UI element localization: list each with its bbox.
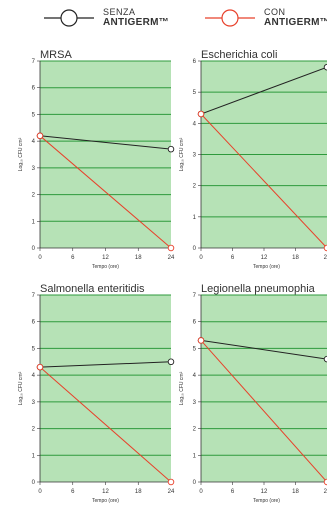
y-tick-label: 7 <box>32 293 36 299</box>
y-tick-label: 7 <box>32 59 36 65</box>
legend-senza-line1: SENZA <box>103 7 136 17</box>
x-axis-label: Tempo (ore) <box>92 498 119 504</box>
x-axis-label: Tempo (ore) <box>253 498 280 504</box>
x-tick-label: 18 <box>292 255 299 261</box>
x-tick-label: 6 <box>71 255 75 261</box>
x-tick-label: 6 <box>231 489 235 495</box>
data-point-con <box>197 110 205 118</box>
y-tick-label: 0 <box>193 480 197 486</box>
x-tick-label: 12 <box>102 255 109 261</box>
y-tick-label: 6 <box>193 320 197 326</box>
chart-title: Salmonella enteritidis <box>40 283 145 295</box>
y-tick-label: 3 <box>193 153 197 159</box>
y-tick-label: 5 <box>193 90 197 96</box>
legend-con-line2: ANTIGERM™ <box>264 17 327 28</box>
plot-area <box>40 295 171 482</box>
x-tick-label: 12 <box>261 255 268 261</box>
y-tick-label: 4 <box>32 373 36 379</box>
y-tick-label: 0 <box>32 480 36 486</box>
y-tick-label: 2 <box>32 427 36 433</box>
y-tick-label: 0 <box>193 246 197 252</box>
y-tick-label: 4 <box>193 121 197 127</box>
x-tick-label: 18 <box>135 255 142 261</box>
x-tick-label: 24 <box>324 255 327 261</box>
y-tick-label: 4 <box>193 373 197 379</box>
series-line-senza <box>40 135 171 150</box>
y-axis-label: Log₁₀ CFU cm² <box>18 371 24 405</box>
series-line-senza <box>40 361 171 368</box>
x-tick-label: 12 <box>102 489 109 495</box>
x-tick-label: 24 <box>324 489 327 495</box>
chart-title: Escherichia coli <box>201 49 277 61</box>
x-tick-label: 0 <box>199 489 203 495</box>
y-tick-label: 1 <box>32 219 36 225</box>
data-point-con <box>36 363 44 371</box>
series-line-senza <box>201 339 327 360</box>
y-axis-label: Log₁₀ CFU cm² <box>179 137 185 171</box>
x-tick-label: 24 <box>168 489 175 495</box>
chart-title: MRSA <box>40 49 72 61</box>
data-point-senza <box>323 355 327 363</box>
y-tick-label: 1 <box>193 215 197 221</box>
x-tick-label: 0 <box>199 255 203 261</box>
y-tick-label: 1 <box>193 453 197 459</box>
chart-title: Legionella pneumophia <box>201 283 316 295</box>
legend-senza-line2: ANTIGERM™ <box>103 17 170 28</box>
data-point-con <box>167 244 175 252</box>
x-tick-label: 6 <box>231 255 235 261</box>
x-tick-label: 0 <box>38 255 42 261</box>
y-tick-label: 7 <box>193 293 197 299</box>
legend-symbol-senza <box>44 9 94 27</box>
x-tick-label: 18 <box>292 489 299 495</box>
chart-4: 0123456706121824Legionella pneumophiaTem… <box>179 283 327 504</box>
x-tick-label: 6 <box>71 489 75 495</box>
legend-symbols <box>44 9 255 27</box>
x-axis-label: Tempo (ore) <box>253 264 280 270</box>
y-tick-label: 4 <box>32 139 36 145</box>
y-tick-label: 6 <box>193 59 197 65</box>
data-point-senza <box>167 358 175 366</box>
x-tick-label: 18 <box>135 489 142 495</box>
y-tick-label: 3 <box>32 166 36 172</box>
x-tick-label: 24 <box>168 255 175 261</box>
y-tick-label: 2 <box>193 427 197 433</box>
y-tick-label: 2 <box>32 193 36 199</box>
x-axis-label: Tempo (ore) <box>92 264 119 270</box>
series-line-con <box>201 340 327 482</box>
x-tick-label: 12 <box>261 489 268 495</box>
series-line-con <box>40 366 171 482</box>
y-tick-label: 5 <box>193 346 197 352</box>
x-tick-label: 0 <box>38 489 42 495</box>
series-line-con <box>40 135 171 248</box>
y-tick-label: 3 <box>32 400 36 406</box>
data-point-senza <box>323 63 327 71</box>
data-point-con <box>323 478 327 486</box>
data-point-senza <box>167 145 175 153</box>
series-line-con <box>201 113 327 248</box>
y-tick-label: 3 <box>193 400 197 406</box>
data-point-con <box>167 478 175 486</box>
y-tick-label: 0 <box>32 246 36 252</box>
y-tick-label: 1 <box>32 453 36 459</box>
data-point-con <box>323 244 327 252</box>
y-tick-label: 5 <box>32 346 36 352</box>
y-tick-label: 6 <box>32 320 36 326</box>
plot-area <box>40 61 171 248</box>
data-point-con <box>197 337 205 344</box>
legend: SENZA ANTIGERM™ CON ANTIGERM™ <box>0 0 327 40</box>
series-line-senza <box>201 66 327 115</box>
legend-con-line1: CON <box>264 7 286 17</box>
data-point-con <box>36 132 44 140</box>
y-axis-label: Log₁₀ CFU cm² <box>179 371 185 405</box>
y-tick-label: 6 <box>32 86 36 92</box>
plot-area <box>201 295 327 482</box>
y-tick-label: 5 <box>32 112 36 118</box>
legend-symbol-con <box>205 9 255 27</box>
y-axis-label: Log₁₀ CFU cm² <box>18 137 24 171</box>
y-tick-label: 2 <box>193 184 197 190</box>
